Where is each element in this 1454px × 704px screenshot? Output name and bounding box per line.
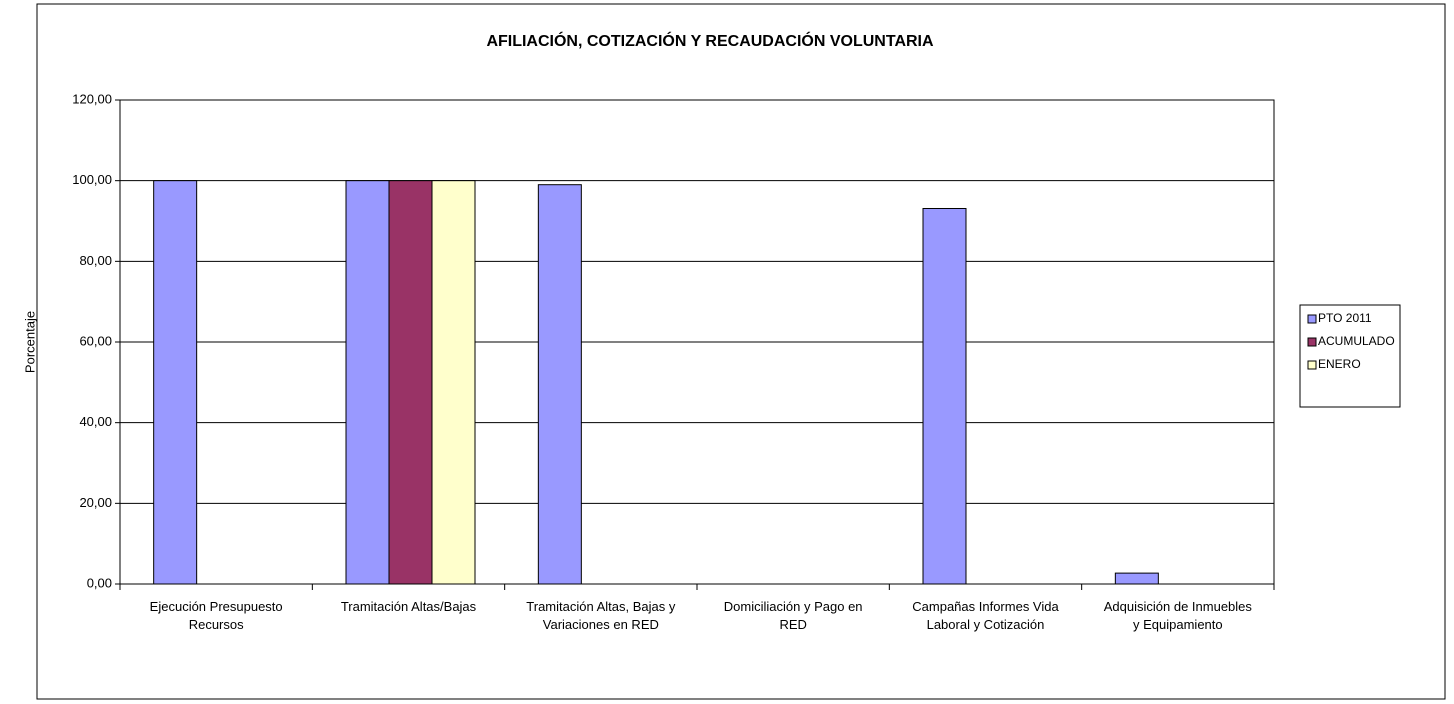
legend-label: ACUMULADO (1318, 334, 1395, 348)
legend (1299, 304, 1401, 408)
bar (153, 180, 198, 585)
bar (922, 207, 967, 585)
y-tick-label: 80,00 (79, 253, 112, 268)
bar (537, 184, 582, 585)
y-axis-label: Porcentaje (22, 311, 37, 373)
bar (431, 180, 476, 585)
legend-swatch (1307, 337, 1317, 347)
y-tick-label: 120,00 (72, 91, 112, 106)
y-tick-label: 20,00 (79, 495, 112, 510)
y-tick-label: 0,00 (87, 575, 112, 590)
bar (345, 180, 390, 585)
legend-label: PTO 2011 (1318, 311, 1372, 325)
x-tick-label: Adquisición de Inmuebles y Equipamiento (1104, 599, 1253, 632)
x-tick-label: Tramitación Altas/Bajas (341, 599, 477, 614)
legend-swatch (1307, 360, 1317, 370)
bar (1114, 572, 1159, 585)
x-tick-label: Campañas Informes Vida Laboral y Cotizaci… (912, 599, 1059, 632)
y-tick-label: 60,00 (79, 333, 112, 348)
legend-label: ENERO (1318, 357, 1361, 371)
bar (388, 180, 433, 585)
x-tick-label: Tramitación Altas, Bajas y Variaciones en… (526, 599, 676, 632)
x-tick-label: Ejecución Presupuesto Recursos (150, 599, 283, 632)
y-tick-label: 100,00 (72, 172, 112, 187)
x-tick-label: Domiciliación y Pago en RED (724, 599, 863, 632)
chart-title: AFILIACIÓN, COTIZACIÓN Y RECAUDACIÓN VOL… (486, 31, 934, 50)
y-tick-label: 40,00 (79, 414, 112, 429)
legend-swatch (1307, 314, 1317, 324)
